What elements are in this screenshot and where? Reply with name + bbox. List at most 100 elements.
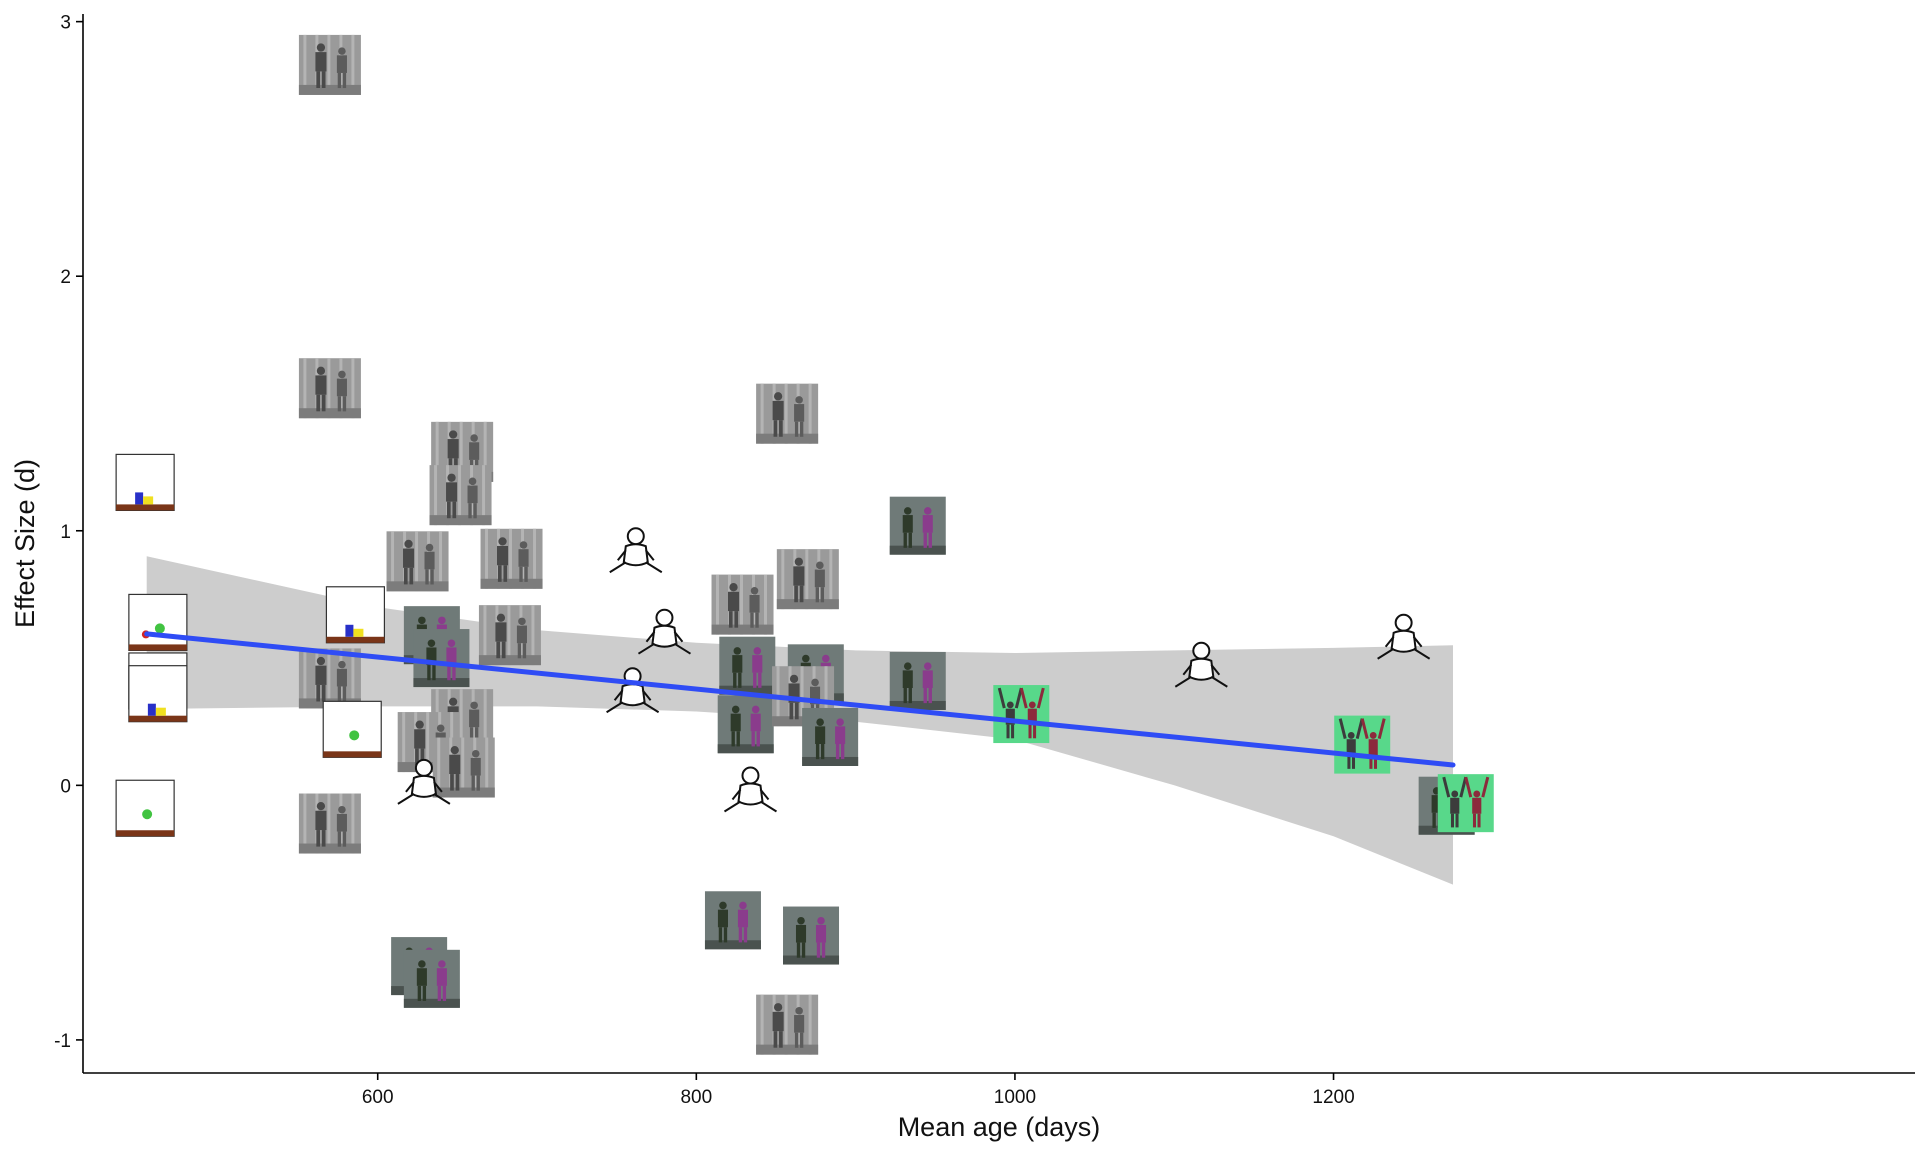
figure-leg: [755, 612, 759, 628]
photo-floor: [719, 685, 776, 695]
figure-body: [469, 442, 480, 460]
raised-arm: [1377, 718, 1386, 739]
figure-leg: [794, 702, 799, 720]
yellow-block: [143, 496, 154, 505]
figure-head: [795, 396, 803, 404]
figure-head: [802, 654, 810, 663]
figure-body: [469, 709, 480, 728]
figure-leg: [820, 744, 825, 760]
figure-body: [752, 655, 763, 673]
confidence-band: [146, 556, 1454, 885]
figure-leg: [321, 684, 326, 702]
figure-head: [450, 745, 459, 755]
figure-head: [1347, 731, 1355, 739]
data-point-photo-gray: [478, 605, 541, 666]
figure-body: [1472, 797, 1482, 814]
data-point-photo-color: [802, 707, 859, 766]
figure-head: [418, 960, 426, 968]
figure-body: [814, 569, 825, 588]
figure-body: [1005, 708, 1015, 725]
figure-body: [737, 909, 749, 928]
photo-floor: [413, 678, 470, 688]
figure-leg: [1369, 755, 1373, 769]
figure-head: [1473, 790, 1481, 798]
figure-head: [449, 430, 458, 439]
figure-body: [446, 482, 458, 502]
figure-body: [815, 726, 826, 745]
figure-head: [415, 720, 424, 729]
figure-leg: [415, 748, 419, 766]
figure-leg: [733, 672, 737, 688]
figure-leg: [1432, 812, 1436, 828]
figure-leg: [316, 684, 321, 702]
y-tick-label: 3: [60, 13, 71, 34]
figure-head: [1028, 701, 1036, 709]
x-axis-title: Mean age (days): [898, 1112, 1101, 1142]
data-point-photo-color: [889, 651, 946, 710]
figure-leg: [751, 731, 755, 747]
raised-arm: [1360, 718, 1369, 739]
y-tick-label: 2: [60, 267, 71, 288]
figure-head: [789, 674, 799, 683]
raised-arm: [997, 687, 1006, 709]
data-point-line-drawing: [609, 527, 663, 574]
raised-arm: [1442, 776, 1451, 798]
data-point-line-drawing: [637, 608, 691, 655]
figure-body: [1346, 739, 1356, 756]
figure-head: [923, 662, 932, 670]
y-tick-label: -1: [54, 1031, 71, 1052]
figure-head: [773, 1003, 783, 1012]
figure-leg: [1455, 813, 1459, 828]
figure-body: [516, 625, 527, 644]
data-point-box-ball: [322, 700, 382, 758]
figure-head: [498, 537, 507, 546]
yellow-block: [353, 628, 364, 637]
figure-body: [315, 810, 327, 831]
data-point-photo-gray: [432, 737, 495, 798]
y-axis-title: Effect Size (d): [10, 459, 40, 628]
figure-body: [416, 968, 427, 986]
data-point-photo-color: [717, 695, 774, 754]
figure-leg: [337, 686, 342, 702]
raised-arm: [1464, 776, 1473, 798]
y-tick-label: 1: [60, 522, 71, 543]
figure-body: [446, 647, 457, 666]
box-floor: [116, 830, 175, 837]
figure-leg: [731, 731, 735, 747]
figure-body: [436, 968, 447, 986]
drawing-arms: [617, 549, 655, 561]
figure-head: [816, 718, 824, 726]
photo-floor: [386, 581, 449, 592]
x-tick-label: 600: [362, 1087, 394, 1108]
data-point-photo-gray: [298, 358, 361, 419]
figure-leg: [1006, 724, 1010, 739]
drawing-legs: [609, 561, 663, 574]
figure-leg: [1450, 813, 1455, 828]
figure-head: [753, 647, 762, 655]
data-point-photo-color: [719, 636, 776, 695]
figure-leg: [789, 702, 794, 720]
photo-floor: [478, 655, 541, 666]
figure-leg: [756, 731, 760, 747]
figure-head: [447, 473, 456, 482]
box-floor: [128, 644, 187, 651]
box-floor: [323, 751, 382, 758]
photo-background: [704, 891, 761, 950]
figure-leg: [522, 643, 527, 659]
figure-body: [902, 515, 913, 533]
figure-leg: [321, 71, 326, 88]
drawing-arms: [645, 631, 684, 643]
figure-head: [794, 557, 803, 566]
figure-leg: [452, 501, 457, 519]
data-point-photo-gray: [298, 793, 361, 854]
figure-head: [811, 678, 819, 687]
figure-body: [315, 52, 327, 72]
drawing-head: [626, 527, 645, 546]
figure-leg: [342, 831, 347, 847]
figure-leg: [1351, 755, 1356, 769]
figure-leg: [316, 394, 321, 412]
data-point-box-ball: [115, 779, 175, 837]
photo-floor: [756, 433, 819, 444]
figure-leg: [1472, 813, 1477, 828]
figure-body: [467, 485, 478, 504]
